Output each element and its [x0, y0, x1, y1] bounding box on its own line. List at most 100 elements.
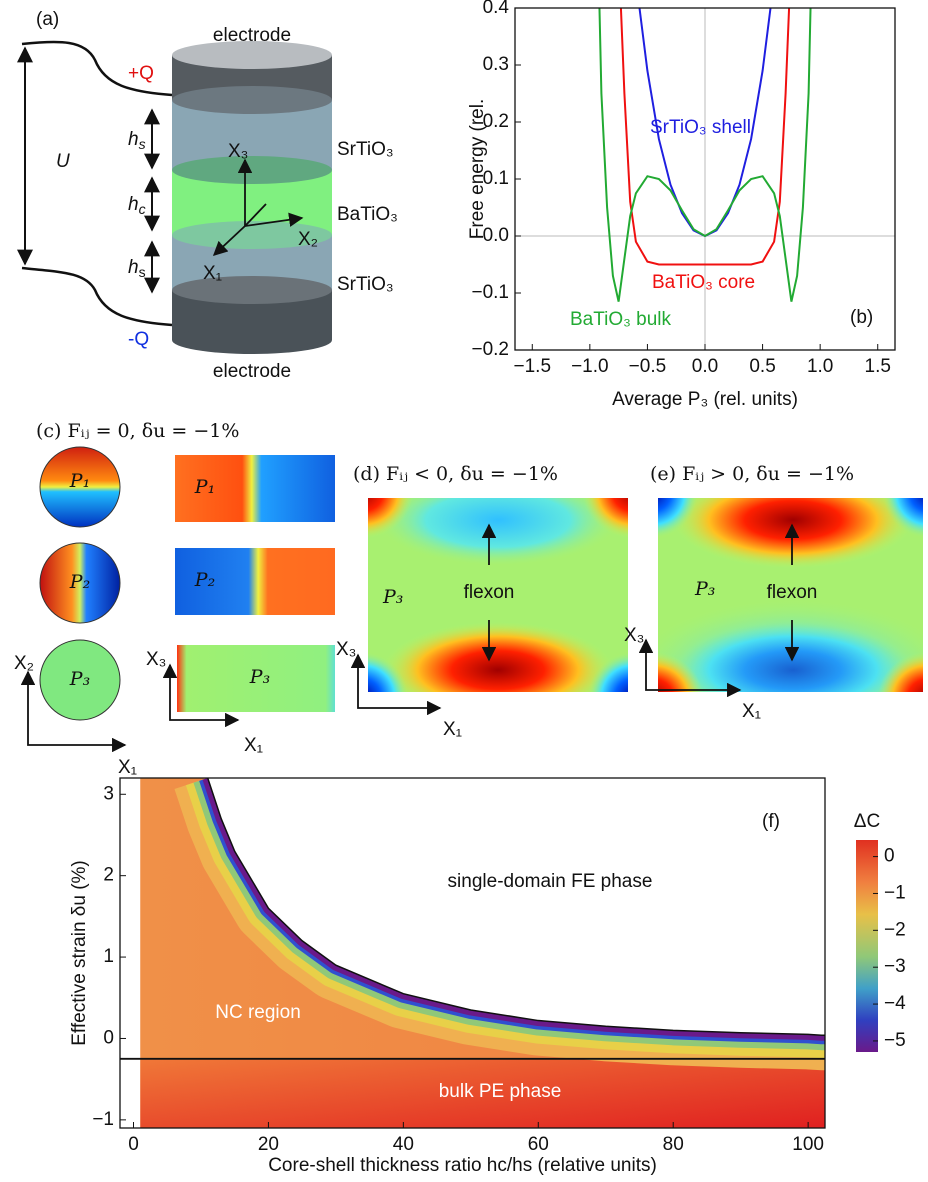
x-tick-label: 20: [258, 1134, 279, 1155]
line-chart: −1.5 −1.0 −0.5 0.0 0.5 1.0 1.5 −0.2 −0.1 0.0 0.1 0.…: [467, 0, 896, 410]
x-tick-label: 1.0: [807, 356, 833, 377]
map-label: P₃: [382, 586, 403, 608]
series-label: SrTiO₃ shell: [650, 117, 751, 138]
thickness-label: hc: [128, 194, 146, 217]
frame: [119, 777, 826, 1129]
axis-arrow: [212, 225, 246, 256]
layer-label: SrTiO₃: [337, 274, 394, 295]
x-axis-label: Core-shell thickness ratio hc/hs (relati…: [268, 1155, 657, 1176]
axis-label: X₃: [624, 625, 644, 646]
thickness-subscript: c: [139, 201, 146, 217]
series-label: BaTiO₃ bulk: [570, 309, 672, 330]
axis-arrow: [244, 212, 304, 227]
thickness-symbol: h: [128, 194, 139, 215]
panel-c: (c) Fᵢⱼ = 0, δu = −1% P₁ P₂ P₃ P₁ P₂ P₃ …: [14, 420, 335, 778]
y-tick-label: 2: [103, 865, 114, 886]
axes-arrows: [162, 663, 240, 728]
map-label: P₂: [69, 571, 90, 593]
axis-line: [244, 203, 267, 227]
axis-label: X₃: [336, 639, 356, 660]
annotation: bulk PE phase: [439, 1081, 562, 1102]
x-tick-label: −0.5: [629, 356, 667, 377]
panel-a: (a) U +Q -Q electrode electrode SrTiO₃ B…: [17, 9, 398, 382]
electrode-label: electrode: [213, 25, 291, 46]
y-tick-label: −1: [92, 1109, 114, 1130]
map-label: P₁: [69, 470, 90, 492]
axis-label: X₂: [14, 653, 34, 674]
series-label: BaTiO₃ core: [652, 272, 755, 293]
x-tick-label: 0.5: [749, 356, 775, 377]
panel-title: (e) Fᵢⱼ > 0, δu = −1%: [650, 463, 854, 485]
thickness-symbol: h: [128, 257, 139, 278]
map-label: P₂: [194, 569, 215, 591]
electrode-label: electrode: [213, 361, 291, 382]
colorbar-tick-label: −1: [884, 882, 906, 903]
thickness-subscript: s: [139, 136, 146, 152]
panel-label: (b): [850, 307, 873, 328]
x-tick-label: 80: [663, 1134, 684, 1155]
thickness-label: hs: [128, 129, 146, 152]
axes-arrows: [638, 638, 742, 698]
panel-title: (c) Fᵢⱼ = 0, δu = −1%: [36, 420, 239, 442]
map-label: P₃: [694, 578, 715, 600]
map: [658, 498, 923, 692]
y-axis-label: Free energy (rel.: [467, 99, 488, 239]
thickness-subscript: s: [139, 264, 146, 280]
axis-label: X₁: [118, 757, 137, 778]
map: [39, 542, 121, 624]
axis-label: X₃: [228, 141, 248, 162]
y-tick-label: 3: [103, 783, 114, 804]
colorbar: [856, 840, 878, 1052]
feature-label: flexon: [767, 582, 818, 603]
axis-label: X₁: [244, 735, 263, 756]
map-label: P₃: [69, 668, 90, 690]
voltage-label: U: [56, 151, 70, 172]
panel-title: (d) Fᵢⱼ < 0, δu = −1%: [353, 463, 558, 485]
y-tick-label: 0.1: [483, 168, 509, 189]
x-tick-label: −1.0: [571, 356, 609, 377]
map: [175, 455, 335, 522]
y-tick-label: −0.2: [471, 339, 509, 360]
axis-label: X₃: [146, 649, 166, 670]
colorbar-tick-label: −3: [884, 956, 906, 977]
y-tick-label: 0.4: [483, 0, 510, 18]
map-label: P₃: [249, 666, 270, 688]
layer-label: SrTiO₃: [337, 139, 394, 160]
phase-map: 0 20 40 60 80 100 −1 0 1 2 3 single-domain FE phase…: [69, 777, 906, 1176]
x-tick-label: 60: [528, 1134, 549, 1155]
pe-region: [140, 1058, 825, 1128]
axes-arrows: [350, 653, 442, 716]
colorbar-tick-label: −4: [884, 993, 906, 1014]
curve: [598, 8, 812, 302]
charge-label: +Q: [128, 63, 154, 84]
panel-label: (a): [36, 9, 59, 30]
axis-label: X₁: [443, 719, 462, 740]
annotation: single-domain FE phase: [448, 871, 653, 892]
map: [175, 548, 335, 615]
axis-label: X₁: [742, 701, 761, 722]
y-tick-label: 0.3: [483, 54, 509, 75]
y-tick-label: −0.1: [471, 282, 509, 303]
panel-label: (f): [762, 811, 780, 832]
layer-label: BaTiO₃: [337, 204, 398, 225]
colorbar-tick-label: −2: [884, 919, 906, 940]
y-tick-label: 0.0: [483, 225, 509, 246]
colorbar-tick-label: 0: [884, 846, 895, 867]
x-tick-label: 1.5: [865, 356, 891, 377]
x-tick-label: 40: [393, 1134, 414, 1155]
panel-e: (e) Fᵢⱼ > 0, δu = −1% flexon P₃ X₃ X₁: [624, 463, 923, 722]
phase-boundary: [206, 777, 825, 1036]
colorbar-tick-label: −5: [884, 1030, 906, 1051]
axis-label: X₂: [298, 229, 318, 250]
map-label: P₁: [194, 476, 215, 498]
charge-label: -Q: [128, 329, 149, 350]
colorbar-title: ΔC: [854, 811, 880, 832]
axes-arrows: [20, 670, 127, 753]
axis-label: X₁: [203, 263, 222, 284]
wire: [21, 40, 173, 97]
wire: [21, 266, 173, 327]
thickness-symbol: h: [128, 129, 139, 150]
curve: [619, 8, 791, 266]
x-tick-label: 0: [128, 1134, 139, 1155]
